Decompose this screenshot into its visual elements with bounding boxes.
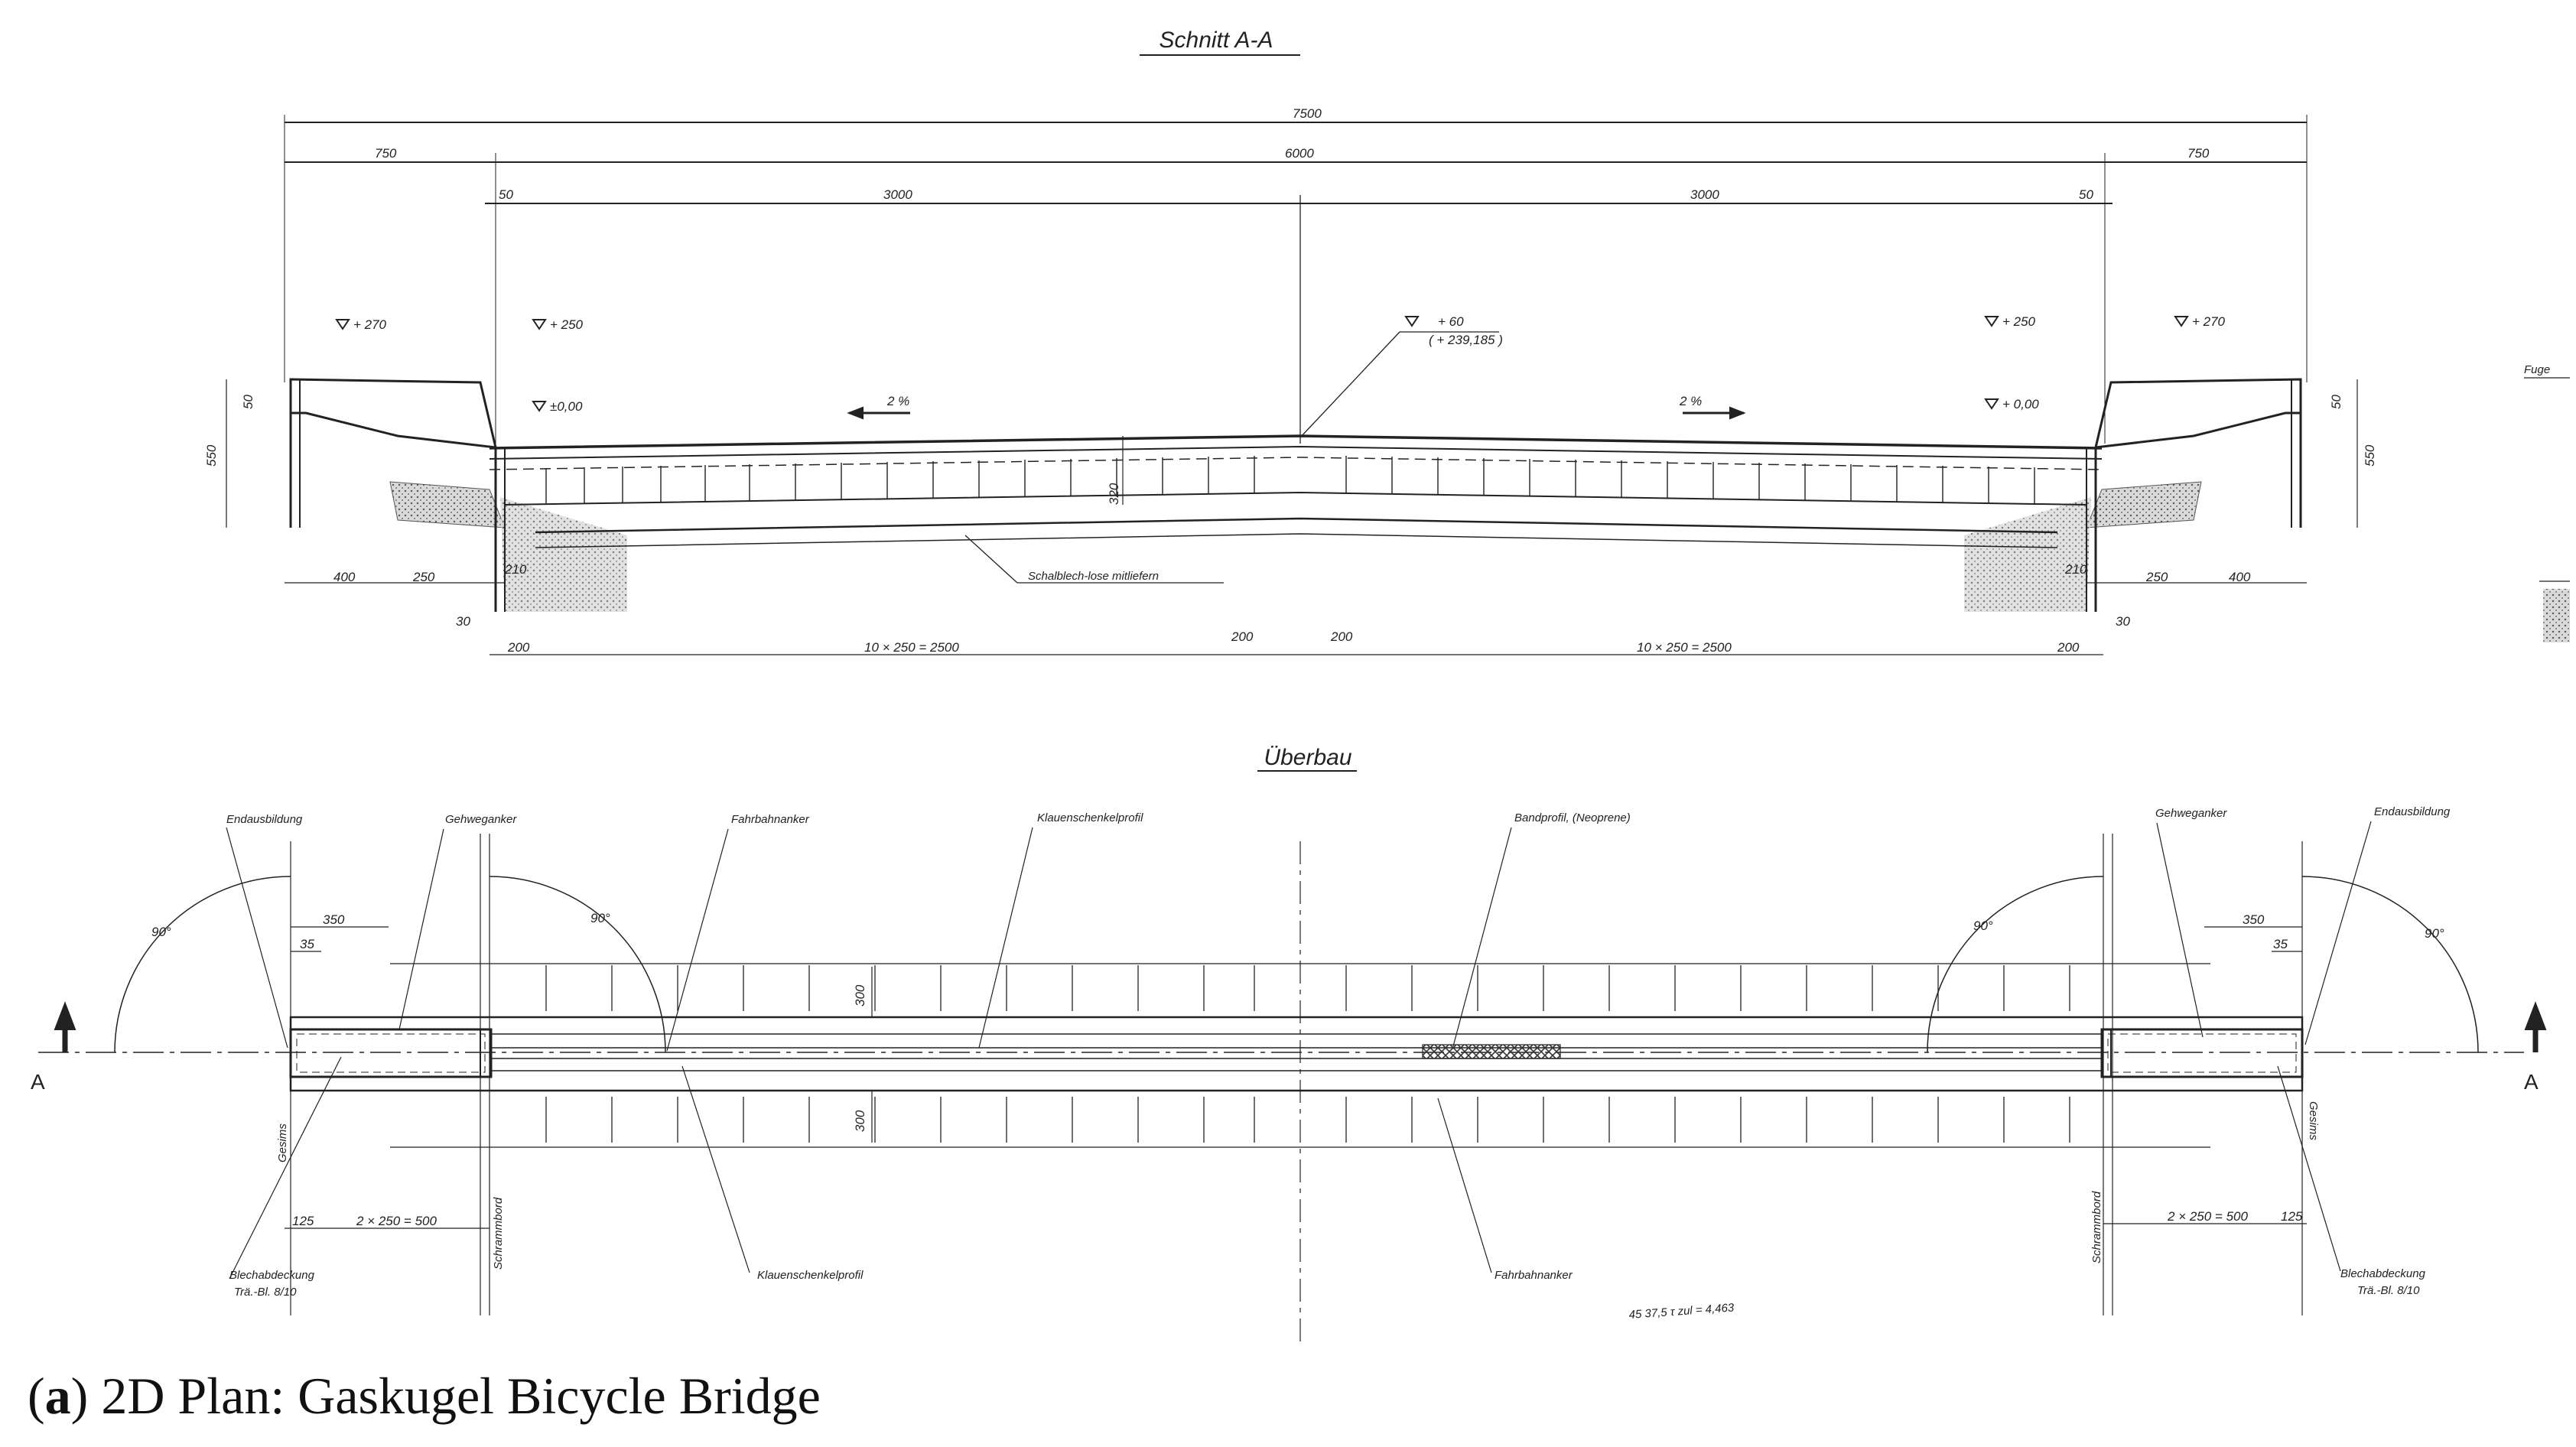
dim-right-cantilever: 750 [2187, 146, 2210, 161]
dim-total: 7500 [1293, 106, 1322, 121]
vlabel-gesims-l: Gesims [276, 1123, 289, 1162]
elev-right-inner: + 250 [2002, 314, 2036, 329]
figure-caption: (a) 2D Plan: Gaskugel Bicycle Bridge [28, 1367, 821, 1425]
caption-letter: a [44, 1367, 71, 1425]
section-title: Schnitt A-A [1160, 28, 1273, 53]
vlabel-gesims-r: Gesims [2307, 1101, 2320, 1140]
dim-b-400: 400 [333, 570, 356, 584]
section-view: Schnitt A-A 7500 750 6000 750 50 3000 30… [204, 28, 2570, 655]
fuge-label: Fuge [2524, 363, 2550, 376]
dim-b-210-r: 210 [2064, 562, 2087, 577]
dim-p-125-r: 125 [2281, 1209, 2303, 1224]
elev-right-outer: + 270 [2192, 314, 2226, 329]
label-fahrbahnanker-bottom: Fahrbahnanker [1495, 1269, 1573, 1282]
dim-p-500-l: 2 × 250 = 500 [356, 1214, 437, 1228]
plan-view: Überbau [31, 745, 2547, 1346]
dim-b-200-cr: 200 [1330, 629, 1353, 644]
angle-2: 90° [590, 911, 610, 925]
vlabel-schrammbord-r: Schrammbord [2090, 1191, 2103, 1263]
dim-p-300-top: 300 [853, 984, 867, 1006]
angle-1: 90° [151, 925, 171, 939]
dim-b-span-l: 10 × 250 = 2500 [864, 640, 959, 655]
dim-left-top: 50 [241, 395, 255, 409]
elev-left-inner: + 250 [550, 317, 584, 332]
angle-4: 90° [2425, 926, 2444, 941]
vlabel-schrammbord-l: Schrammbord [492, 1197, 505, 1270]
dim-p-500-r: 2 × 250 = 500 [2167, 1209, 2248, 1224]
dim-right-half: 3000 [1690, 187, 1719, 202]
hand-note: 45 37,5 τ zul = 4,463 [1628, 1301, 1735, 1322]
label-fahrbahnanker: Fahrbahnanker [731, 813, 810, 826]
dim-main-span: 6000 [1285, 146, 1314, 161]
elev-crown-abs: ( + 239,185 ) [1429, 333, 1503, 347]
dim-left-height: 550 [204, 444, 219, 467]
dim-right-edge: 50 [2079, 187, 2093, 202]
dim-b-span-r: 10 × 250 = 2500 [1637, 640, 1732, 655]
label-trabl-r: Trä.-Bl. 8/10 [2357, 1284, 2420, 1297]
elev-left-outer: + 270 [353, 317, 387, 332]
dim-b-200-l: 200 [507, 640, 530, 655]
label-endausbildung-l: Endausbildung [226, 813, 303, 826]
elev-crown: + 60 [1438, 314, 1464, 329]
dim-b-250-r: 250 [2145, 570, 2168, 584]
label-blech-l: Blechabdeckung [229, 1269, 315, 1282]
slope-right: 2 % [1679, 394, 1702, 408]
formwork-note: Schalblech-lose mitliefern [1028, 570, 1159, 583]
dim-b-210: 210 [504, 562, 527, 577]
label-gehweganker-l: Gehweganker [445, 813, 517, 826]
dim-right-top: 50 [2329, 395, 2343, 409]
caption-text: 2D Plan: Gaskugel Bicycle Bridge [101, 1367, 821, 1425]
slope-left: 2 % [886, 394, 909, 408]
plan-title: Überbau [1264, 745, 1351, 770]
label-blech-r: Blechabdeckung [2340, 1267, 2426, 1280]
dim-b-30-r: 30 [2116, 614, 2130, 629]
dim-left-half: 3000 [883, 187, 912, 202]
elev-left-zero: ±0,00 [550, 399, 583, 414]
dim-left-edge: 50 [499, 187, 513, 202]
dim-p-350-l: 350 [323, 912, 345, 927]
dim-p-125-l: 125 [292, 1214, 314, 1228]
label-klauen-bottom: Klauenschenkelprofil [757, 1269, 864, 1282]
dim-b-30: 30 [456, 614, 470, 629]
section-mark-right: A [2524, 1070, 2539, 1094]
dim-b-200-cl: 200 [1231, 629, 1254, 644]
dim-left-cantilever: 750 [375, 146, 397, 161]
dim-p-300-bot: 300 [853, 1110, 867, 1132]
dim-depth-outer: 320 [1107, 483, 1121, 505]
angle-3: 90° [1973, 919, 1993, 933]
label-endausbildung-r: Endausbildung [2374, 805, 2451, 818]
label-bandprofil: Bandprofil, (Neoprene) [1514, 811, 1631, 824]
dim-p-35-r: 35 [2273, 937, 2288, 951]
dim-right-height: 550 [2363, 444, 2377, 467]
dim-p-35-l: 35 [300, 937, 314, 951]
dim-p-350-r: 350 [2243, 912, 2265, 927]
label-gehweganker-r: Gehweganker [2155, 807, 2227, 820]
dim-b-200-r: 200 [2057, 640, 2080, 655]
dim-b-400-r: 400 [2229, 570, 2251, 584]
dim-b-250: 250 [412, 570, 435, 584]
label-trabl-l: Trä.-Bl. 8/10 [234, 1286, 297, 1299]
label-klauen-top: Klauenschenkelprofil [1037, 811, 1143, 824]
section-mark-left: A [31, 1070, 45, 1094]
elev-right-zero: + 0,00 [2002, 397, 2039, 411]
